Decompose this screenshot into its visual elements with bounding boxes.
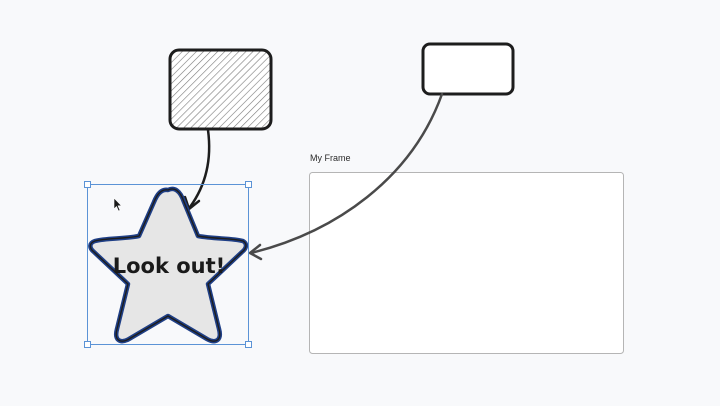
selection-handle-top-right[interactable] [245,181,252,188]
selection-handle-top-left[interactable] [84,181,91,188]
selection-handle-bottom-left[interactable] [84,341,91,348]
frame[interactable] [309,172,624,354]
selection-box [87,184,249,345]
frame-label[interactable]: My Frame [310,153,351,163]
arrow-rectangle-to-star[interactable] [188,128,211,209]
arrow-head-icon [248,243,263,261]
arrow-box-to-star[interactable] [249,92,444,255]
selection-handle-bottom-right[interactable] [245,341,252,348]
cursor-icon [113,197,122,212]
star-label[interactable]: Look out! [113,254,226,278]
star-inner-outline [89,188,247,342]
plain-rectangle[interactable] [421,42,515,96]
hatched-rectangle[interactable] [168,48,273,131]
